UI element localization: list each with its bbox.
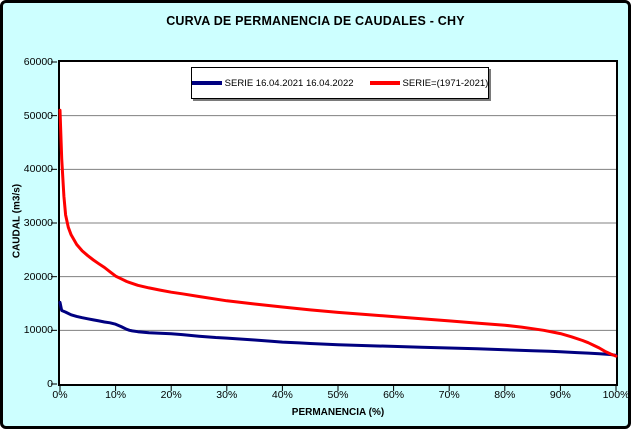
legend-label: SERIE 16.04.2021 16.04.2022 — [224, 77, 354, 89]
chart-canvas — [51, 61, 618, 391]
y-axis-tick-label: 60000 — [23, 56, 53, 68]
legend: SERIE 16.04.2021 16.04.2022 SERIE=(1971-… — [191, 67, 489, 99]
x-axis-title: PERMANENCIA (%) — [291, 407, 385, 418]
x-axis-tick-label: 40% — [271, 389, 293, 401]
x-axis-tick-label: 80% — [494, 389, 516, 401]
y-axis-tick-label: 0 — [47, 378, 53, 390]
x-axis-tick-label: 50% — [327, 389, 349, 401]
series-line-0 — [58, 300, 618, 357]
x-axis-tick-label: 90% — [549, 389, 571, 401]
legend-line-icon — [369, 81, 400, 85]
y-axis-tick-label: 40000 — [23, 163, 53, 176]
legend-item-serie-2021-2022: SERIE 16.04.2021 16.04.2022 — [191, 77, 354, 89]
y-axis-tick-label: 50000 — [23, 109, 53, 122]
plot-area — [51, 60, 618, 391]
series-line-1 — [58, 108, 618, 358]
legend-label: SERIE=(1971-2021) — [402, 77, 489, 89]
legend-line-icon — [191, 81, 222, 85]
x-axis-tick-label: 0% — [52, 389, 68, 401]
x-axis-tick-label: 30% — [216, 389, 238, 401]
x-axis-tick-label: 60% — [383, 389, 405, 401]
legend-item-serie-1971-2021: SERIE=(1971-2021) — [369, 77, 489, 89]
chart-title: CURVA DE PERMANENCIA DE CAUDALES - CHY — [166, 14, 465, 28]
x-axis-tick-label: 10% — [105, 389, 127, 401]
y-axis-tick-label: 30000 — [23, 217, 53, 229]
y-axis-tick-label: 20000 — [23, 270, 53, 283]
x-axis-tick-label: 70% — [438, 389, 460, 401]
x-axis-tick-label: 100% — [602, 389, 630, 401]
x-axis-tick-label: 20% — [160, 389, 182, 401]
y-axis-tick-label: 10000 — [23, 324, 53, 337]
